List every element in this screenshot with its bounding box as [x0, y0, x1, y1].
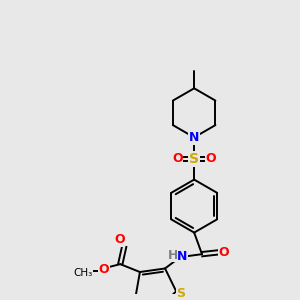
Text: O: O	[114, 233, 124, 246]
Text: N: N	[177, 250, 188, 262]
Text: S: S	[177, 287, 186, 300]
Text: O: O	[98, 262, 109, 276]
Text: S: S	[189, 152, 199, 166]
Text: N: N	[189, 131, 199, 144]
Text: O: O	[172, 152, 183, 166]
Text: H: H	[167, 249, 178, 262]
Text: O: O	[218, 246, 229, 259]
Text: CH₃: CH₃	[74, 268, 93, 278]
Text: O: O	[206, 152, 216, 166]
